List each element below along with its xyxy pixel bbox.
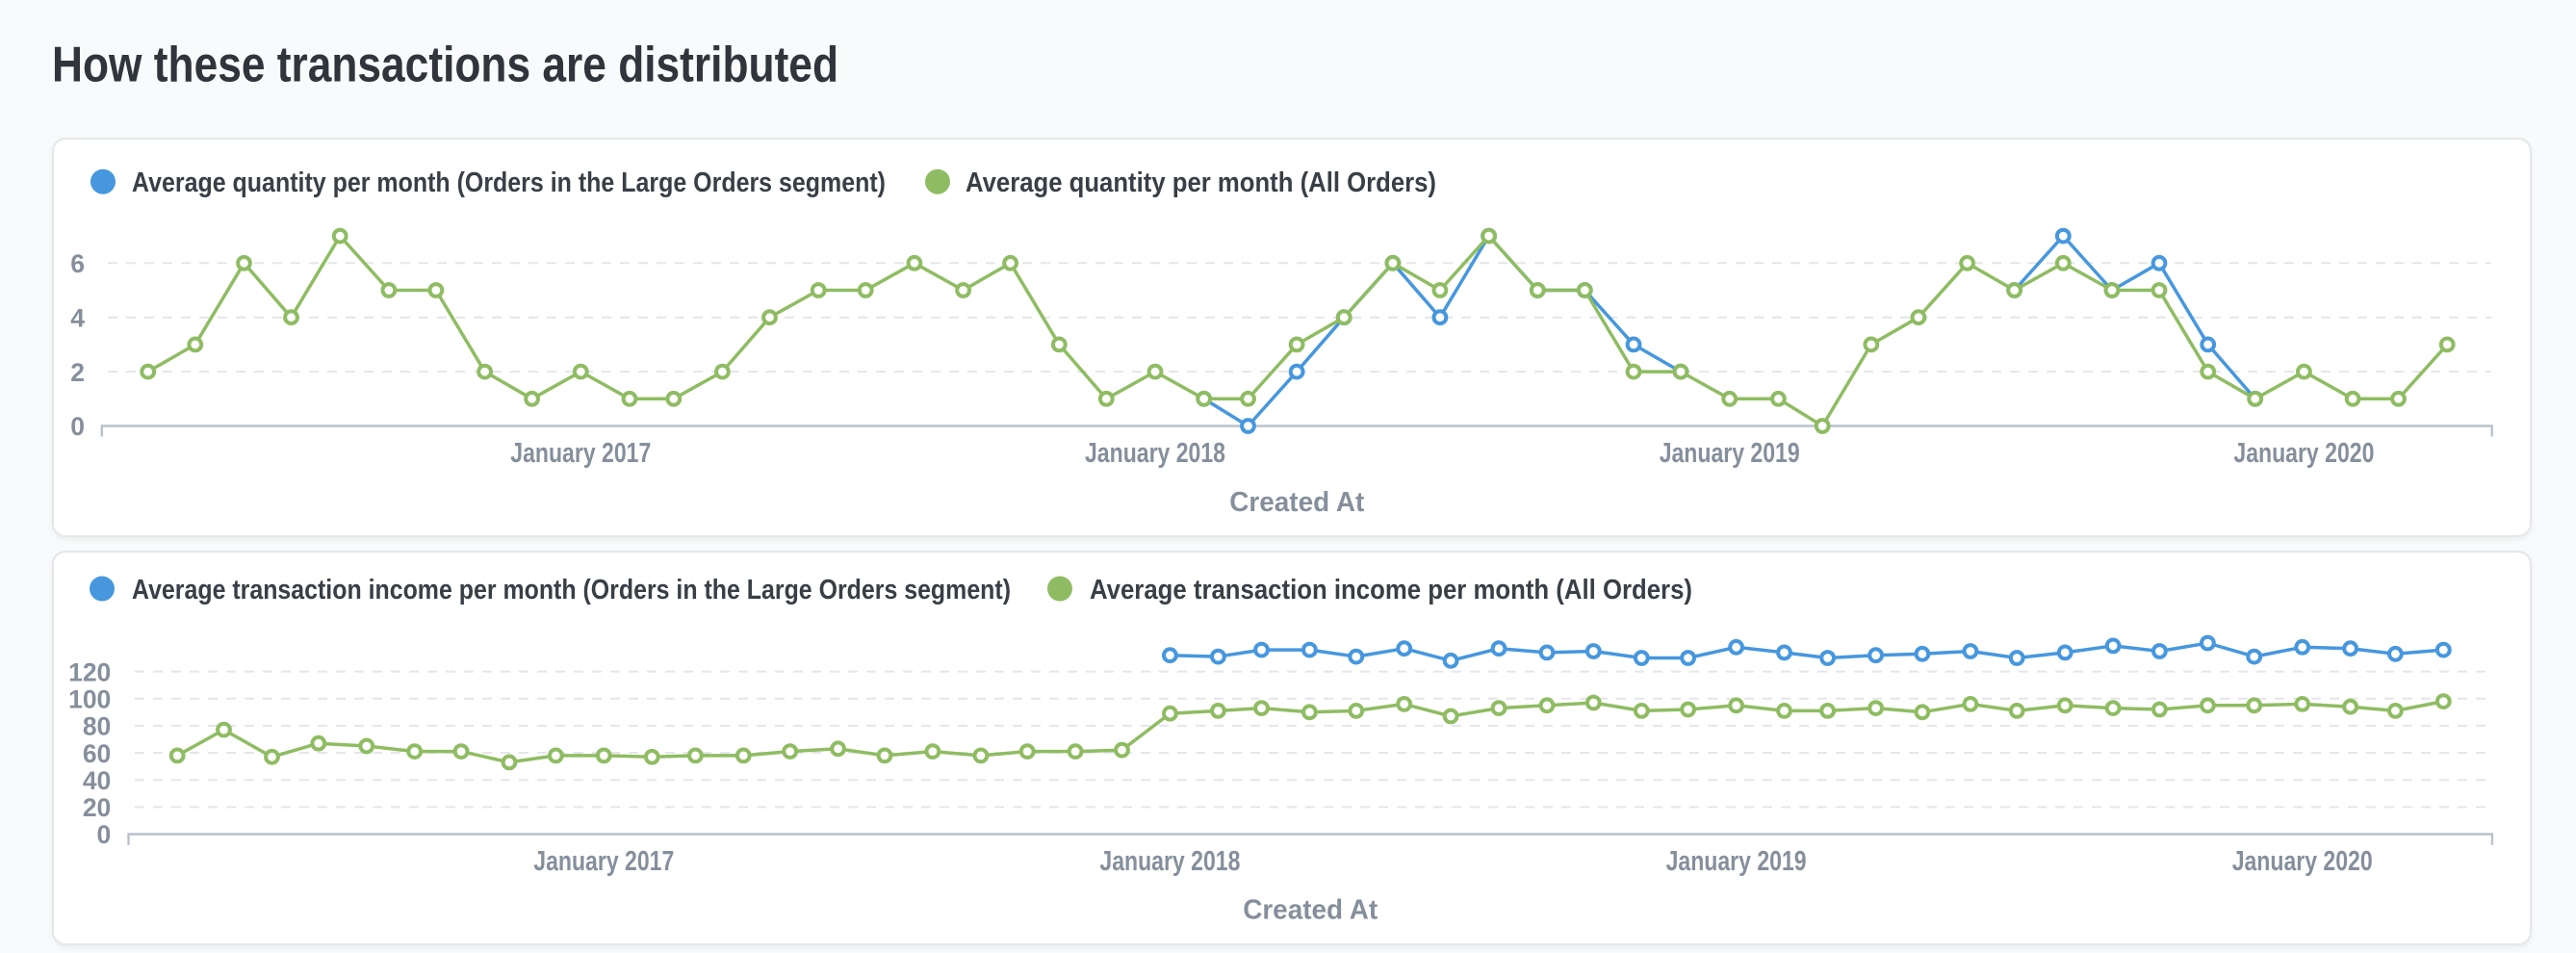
svg-text:Average transaction income per: Average transaction income per month (Al… xyxy=(1090,575,1692,605)
svg-text:80: 80 xyxy=(83,712,111,741)
svg-text:January 2020: January 2020 xyxy=(2233,438,2374,469)
svg-text:40: 40 xyxy=(83,766,111,795)
svg-text:Average quantity per month (Al: Average quantity per month (All Orders) xyxy=(966,167,1436,198)
svg-text:Average transaction income per: Average transaction income per month (Or… xyxy=(132,575,1011,605)
svg-text:2: 2 xyxy=(70,358,85,387)
svg-text:January 2018: January 2018 xyxy=(1085,438,1225,469)
svg-text:January 2017: January 2017 xyxy=(533,846,674,877)
svg-text:4: 4 xyxy=(70,303,85,332)
svg-text:January 2020: January 2020 xyxy=(2232,846,2373,877)
svg-text:Created At: Created At xyxy=(1229,487,1364,518)
svg-text:0: 0 xyxy=(70,412,85,441)
svg-text:60: 60 xyxy=(83,739,111,768)
svg-text:0: 0 xyxy=(97,820,112,849)
svg-text:January 2017: January 2017 xyxy=(510,438,651,469)
svg-text:120: 120 xyxy=(68,657,111,686)
svg-text:January 2019: January 2019 xyxy=(1660,438,1800,469)
svg-text:January 2019: January 2019 xyxy=(1666,846,1807,877)
svg-text:6: 6 xyxy=(70,249,85,278)
svg-text:How these transactions are dis: How these transactions are distributed xyxy=(52,37,838,92)
svg-text:20: 20 xyxy=(83,793,111,822)
svg-text:Created At: Created At xyxy=(1243,894,1378,925)
svg-text:Average quantity per month (Or: Average quantity per month (Orders in th… xyxy=(132,167,886,198)
svg-text:100: 100 xyxy=(68,685,111,714)
svg-text:January 2018: January 2018 xyxy=(1099,846,1240,877)
